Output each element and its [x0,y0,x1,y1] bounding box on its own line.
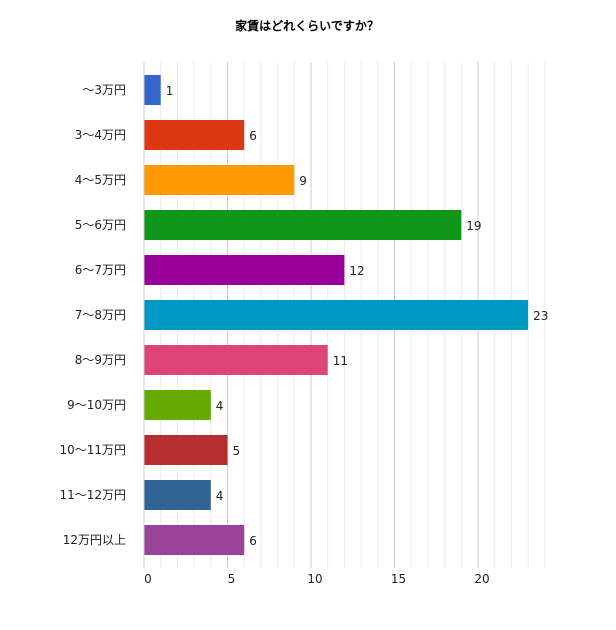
x-tick-label: 20 [474,572,489,586]
bar-8 [144,390,211,420]
category-label: ～3万円 [82,83,126,97]
value-label: 4 [216,399,224,413]
value-label: 5 [233,444,241,458]
bar-2 [144,120,245,150]
x-tick-label: 0 [144,572,152,586]
chart-title: 家賃はどれくらいですか？ [235,18,379,33]
category-label: 7～8万円 [75,308,126,322]
category-label: 3～4万円 [75,128,126,142]
value-label: 6 [249,534,257,548]
value-label: 19 [466,219,481,233]
x-tick-label: 5 [228,572,236,586]
x-tick-label: 10 [307,572,322,586]
value-label: 11 [333,354,348,368]
x-tick-label: 15 [391,572,406,586]
bar-11 [144,525,245,555]
bar-9 [144,435,228,465]
bar-6 [144,300,529,330]
value-label: 23 [533,309,548,323]
labels: ～3万円 1 3～4万円 6 4～5万円 9 5～6万円 19 6～7万円 12 7～8万円 23 8～… [59,83,548,548]
bar-5 [144,255,345,285]
x-axis: 0 5 10 15 20 [143,62,490,586]
value-label: 1 [166,84,174,98]
value-label: 4 [216,489,224,503]
category-label: 11～12万円 [59,488,126,502]
category-label: 12万円以上 [63,533,126,547]
category-label: 6～7万円 [75,263,126,277]
value-label: 6 [249,129,257,143]
category-label: 8～9万円 [75,353,126,367]
bar-7 [144,345,328,375]
bar-10 [144,480,211,510]
bar-4 [144,210,462,240]
category-label: 4～5万円 [75,173,126,187]
bars [144,75,529,555]
value-label: 9 [299,174,307,188]
value-label: 12 [349,264,364,278]
category-label: 10～11万円 [59,443,126,457]
category-label: 9～10万円 [67,398,126,412]
bar-3 [144,165,295,195]
category-label: 5～6万円 [75,218,126,232]
bar-1 [144,75,161,105]
